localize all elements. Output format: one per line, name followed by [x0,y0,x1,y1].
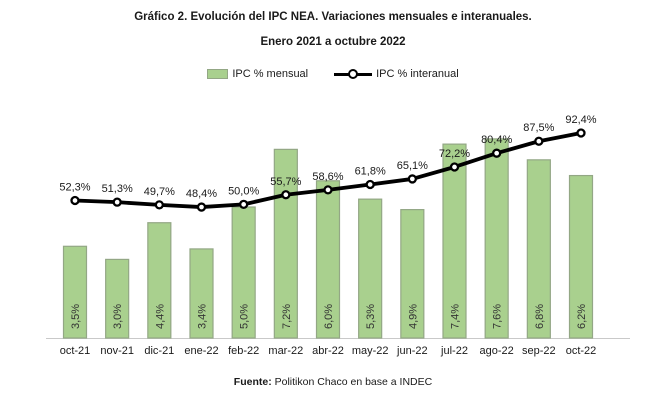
chart-subtitle: Enero 2021 a octubre 2022 [260,36,406,48]
line-value-label: 87,5% [523,122,554,134]
legend-item-interanual: IPC % interanual [334,68,459,80]
line-value-label: 80,4% [481,134,512,146]
bar-value-label: 5,0% [239,304,251,329]
bar-dic-21 [147,222,172,339]
x-axis-label: ene-22 [184,345,218,357]
bar-value-label: 4,9% [407,304,419,329]
x-axis-label: abr-22 [312,345,344,357]
line-value-label: 58,6% [312,171,343,183]
bar-swatch-icon [207,69,229,79]
line-marker-sep-22 [534,136,544,146]
bar-value-label: 7,4% [450,304,462,329]
chart-title: Gráfico 2. Evolución del IPC NEA. Variac… [134,11,532,23]
bar-value-label: 6,2% [576,304,588,329]
bar-may-22 [358,198,383,339]
line-value-label: 55,7% [270,176,301,188]
line-marker-feb-22 [239,199,249,209]
bar-value-label: 7,2% [281,304,293,329]
line-marker-dic-21 [154,200,164,210]
bar-jul-22 [442,143,467,339]
bar-nov-21 [105,258,130,339]
line-value-label: 65,1% [397,160,428,172]
x-axis-label: feb-22 [228,345,259,357]
line-marker-jun-22 [407,174,417,184]
line-marker-mar-22 [281,190,291,200]
x-axis-label: sep-22 [522,345,556,357]
line-value-label: 92,4% [565,114,596,126]
legend-label-interanual: IPC % interanual [376,68,459,80]
legend-label-mensual: IPC % mensual [232,68,309,80]
line-marker-nov-21 [112,197,122,207]
line-marker-may-22 [365,179,375,190]
x-axis-label: oct-21 [60,345,91,357]
bar-value-label: 3,5% [70,304,82,329]
bar-value-label: 7,6% [492,304,504,329]
line-value-label: 61,8% [355,165,386,177]
x-axis-label: nov-21 [100,345,134,357]
line-marker-ene-22 [196,202,207,212]
legend-item-mensual: IPC % mensual [207,68,308,80]
source-label: Fuente: [233,376,272,388]
x-axis-label: dic-21 [144,345,174,357]
line-marker-ago-22 [492,148,502,158]
x-axis-label: oct-22 [566,345,597,357]
line-value-label: 72,2% [439,148,470,160]
chart-area: 52,3% 51,3% 49,7% 48,4% 50,0% 55,7% 58,6% 61,8%… [0,95,666,375]
line-value-label: 52,3% [59,181,90,193]
bar-ene-22 [189,248,214,339]
bar-sep-22 [526,159,551,339]
bar-oct-21 [62,245,88,339]
line-marker-abr-22 [323,185,333,195]
x-axis-label: may-22 [352,345,389,357]
bar-value-label: 5,3% [365,304,377,329]
bar-oct-22 [568,174,594,339]
bar-abr-22 [315,180,341,339]
line-marker-icon [334,69,373,80]
legend: IPC % mensual IPC % interanual [0,68,666,80]
chart-svg: 52,3% 51,3% 49,7% 48,4% 50,0% 55,7% 58,6% 61,8%… [46,114,630,357]
bar-value-label: 4,4% [154,304,166,329]
line-value-label: 50,0% [228,185,259,197]
source-note: Fuente: Politikon Chaco en base a INDEC [0,376,666,388]
bar-value-label: 3,4% [197,304,209,329]
bar-value-label: 3,0% [112,304,124,329]
x-axis-label: jun-22 [396,345,428,357]
line-value-label: 51,3% [102,183,133,195]
line-marker-jul-22 [449,162,460,172]
x-axis-label: jul-22 [440,345,468,357]
line-value-label: 48,4% [186,188,217,200]
line-value-label: 49,7% [144,186,175,198]
bar-ago-22 [484,138,509,339]
line-marker-oct-22 [576,128,586,138]
line-marker-oct-21 [70,195,80,206]
x-axis-label: mar-22 [268,345,303,357]
bar-value-label: 6,0% [323,304,335,329]
bar-value-label: 6,8% [534,304,546,329]
x-axis-label: ago-22 [480,345,514,357]
bar-jun-22 [400,209,425,339]
source-text: Politikon Chaco en base a INDEC [274,376,433,388]
